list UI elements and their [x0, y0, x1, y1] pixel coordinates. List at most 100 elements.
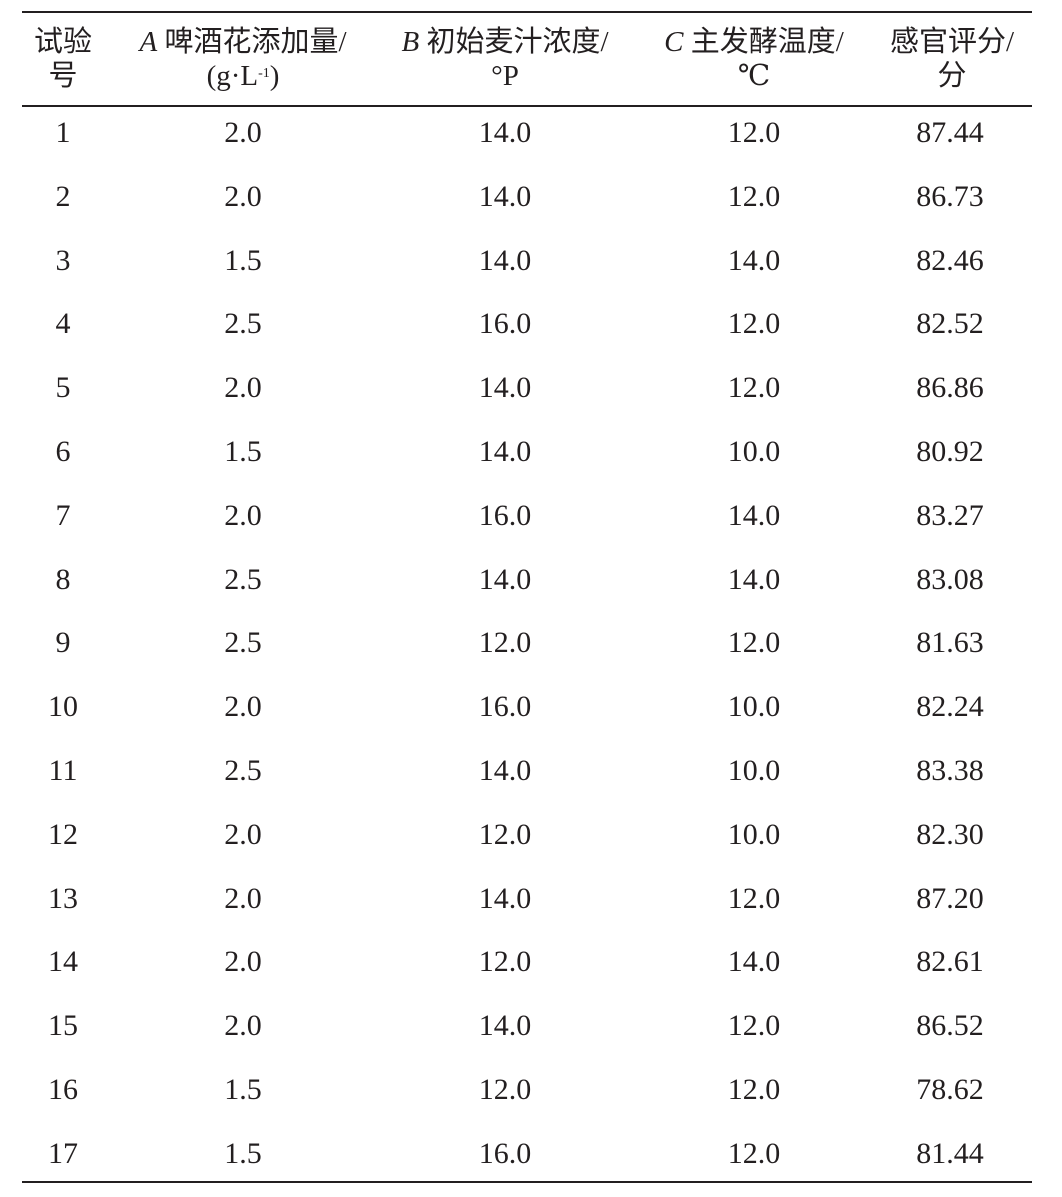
- header-line1: C 主发酵温度/: [664, 25, 844, 59]
- table-cell: 14.0: [478, 179, 532, 213]
- table-cell: 81.63: [916, 626, 984, 660]
- table-cell: 16.0: [478, 690, 532, 724]
- header-line2: 分: [937, 60, 967, 92]
- table-cell: 82.61: [916, 945, 984, 979]
- header-text: 初始麦汁浓度/: [426, 26, 609, 58]
- table-cell: 14.0: [727, 562, 781, 596]
- header-line1: 试验: [33, 26, 93, 58]
- table-cell: 17: [48, 1136, 78, 1170]
- table-cell: 1.5: [224, 1073, 262, 1106]
- table-cell: 12.0: [727, 307, 781, 341]
- table-cell: 86.86: [916, 371, 984, 405]
- header-fermentation-temp: C 主发酵温度/ ℃: [664, 25, 844, 93]
- table-cell: 12: [48, 817, 78, 851]
- table-cell: 16.0: [478, 307, 532, 341]
- table-cell: 12.0: [478, 945, 532, 979]
- table-cell: 2.0: [224, 945, 262, 979]
- table-cell: 14.0: [727, 945, 781, 979]
- table-cell: 82.52: [916, 307, 984, 341]
- table-cell: 12.0: [478, 626, 532, 660]
- table-cell: 2.5: [224, 307, 262, 341]
- table-cell: 87.44: [916, 116, 984, 149]
- table-cell: 83.38: [916, 754, 984, 787]
- table-cell: 78.62: [916, 1073, 984, 1106]
- table-cell: 12.0: [727, 371, 781, 405]
- table-cell: 15: [48, 1009, 78, 1043]
- table-cell: 12.0: [478, 1073, 532, 1106]
- unit: (g·L: [206, 60, 259, 92]
- table-cell: 6: [55, 435, 71, 468]
- table-cell: 81.44: [916, 1136, 984, 1170]
- header-text: 啤酒花添加量/: [164, 26, 347, 58]
- header-line2: 号: [48, 60, 78, 92]
- table-cell: 12.0: [727, 1136, 781, 1170]
- table-cell: 14.0: [478, 435, 532, 468]
- table-cell: 83.08: [916, 562, 984, 596]
- table-cell: 2.0: [224, 690, 262, 724]
- table-cell: 12.0: [727, 116, 781, 149]
- table-cell: 2.0: [224, 179, 262, 213]
- table-cell: 1.5: [224, 435, 262, 468]
- table-cell: 82.46: [916, 243, 984, 277]
- table-cell: 14.0: [478, 754, 532, 787]
- table-cell: 2.0: [224, 881, 262, 915]
- table-cell: 14.0: [478, 881, 532, 915]
- table-cell: 1.5: [224, 243, 262, 277]
- table-cell: 14.0: [478, 243, 532, 277]
- table-cell: 12.0: [727, 179, 781, 213]
- table-cell: 10.0: [727, 754, 781, 787]
- table-cell: 2.0: [224, 498, 262, 532]
- table-cell: 83.27: [916, 498, 984, 532]
- table-cell: 86.73: [916, 179, 984, 213]
- table-cell: 82.24: [916, 690, 984, 724]
- table-top-rule: [22, 11, 1032, 13]
- header-line1: 感官评分/: [889, 26, 1015, 58]
- table-cell: 9: [55, 626, 71, 660]
- header-line2: (g·L-1): [139, 59, 346, 93]
- table-cell: 14.0: [478, 562, 532, 596]
- table-cell: 16: [48, 1073, 78, 1106]
- header-trial-no: 试验 号: [34, 25, 92, 93]
- table-cell: 14.0: [478, 1009, 532, 1043]
- table-cell: 12.0: [727, 881, 781, 915]
- unit-exponent: -1: [258, 66, 270, 81]
- table-cell: 11: [48, 754, 78, 787]
- table-cell: 14.0: [727, 498, 781, 532]
- table-cell: 2: [55, 179, 71, 213]
- header-wort-concentration: B 初始麦汁浓度/ °P: [401, 25, 608, 93]
- table-cell: 14.0: [727, 243, 781, 277]
- table-cell: 2.0: [224, 116, 262, 149]
- table-cell: 5: [55, 371, 71, 405]
- unit-close: ): [269, 60, 280, 92]
- table-cell: 12.0: [478, 817, 532, 851]
- table-bottom-rule: [22, 1181, 1032, 1183]
- table-cell: 12.0: [727, 1073, 781, 1106]
- table-cell: 10.0: [727, 817, 781, 851]
- table-cell: 1: [55, 116, 71, 149]
- table-cell: 13: [48, 881, 78, 915]
- header-line2: °P: [491, 60, 519, 92]
- header-hop-addition: A 啤酒花添加量/ (g·L-1): [139, 25, 346, 93]
- factor-label: B: [401, 26, 420, 58]
- table-cell: 1.5: [224, 1136, 262, 1170]
- table-cell: 14: [48, 945, 78, 979]
- header-line2: ℃: [737, 60, 771, 92]
- header-text: 主发酵温度/: [690, 26, 844, 58]
- table-cell: 8: [55, 562, 71, 596]
- table-cell: 2.5: [224, 562, 262, 596]
- table-cell: 80.92: [916, 435, 984, 468]
- header-line1: B 初始麦汁浓度/: [401, 25, 608, 59]
- table-cell: 4: [55, 307, 71, 341]
- table-cell: 3: [55, 243, 71, 277]
- table-cell: 12.0: [727, 626, 781, 660]
- table-header-rule: [22, 105, 1032, 107]
- table-cell: 10.0: [727, 690, 781, 724]
- table-cell: 86.52: [916, 1009, 984, 1043]
- table-cell: 2.5: [224, 754, 262, 787]
- table-cell: 10.0: [727, 435, 781, 468]
- table-cell: 14.0: [478, 116, 532, 149]
- table-cell: 16.0: [478, 498, 532, 532]
- table-cell: 14.0: [478, 371, 532, 405]
- table-cell: 2.0: [224, 371, 262, 405]
- table-cell: 2.5: [224, 626, 262, 660]
